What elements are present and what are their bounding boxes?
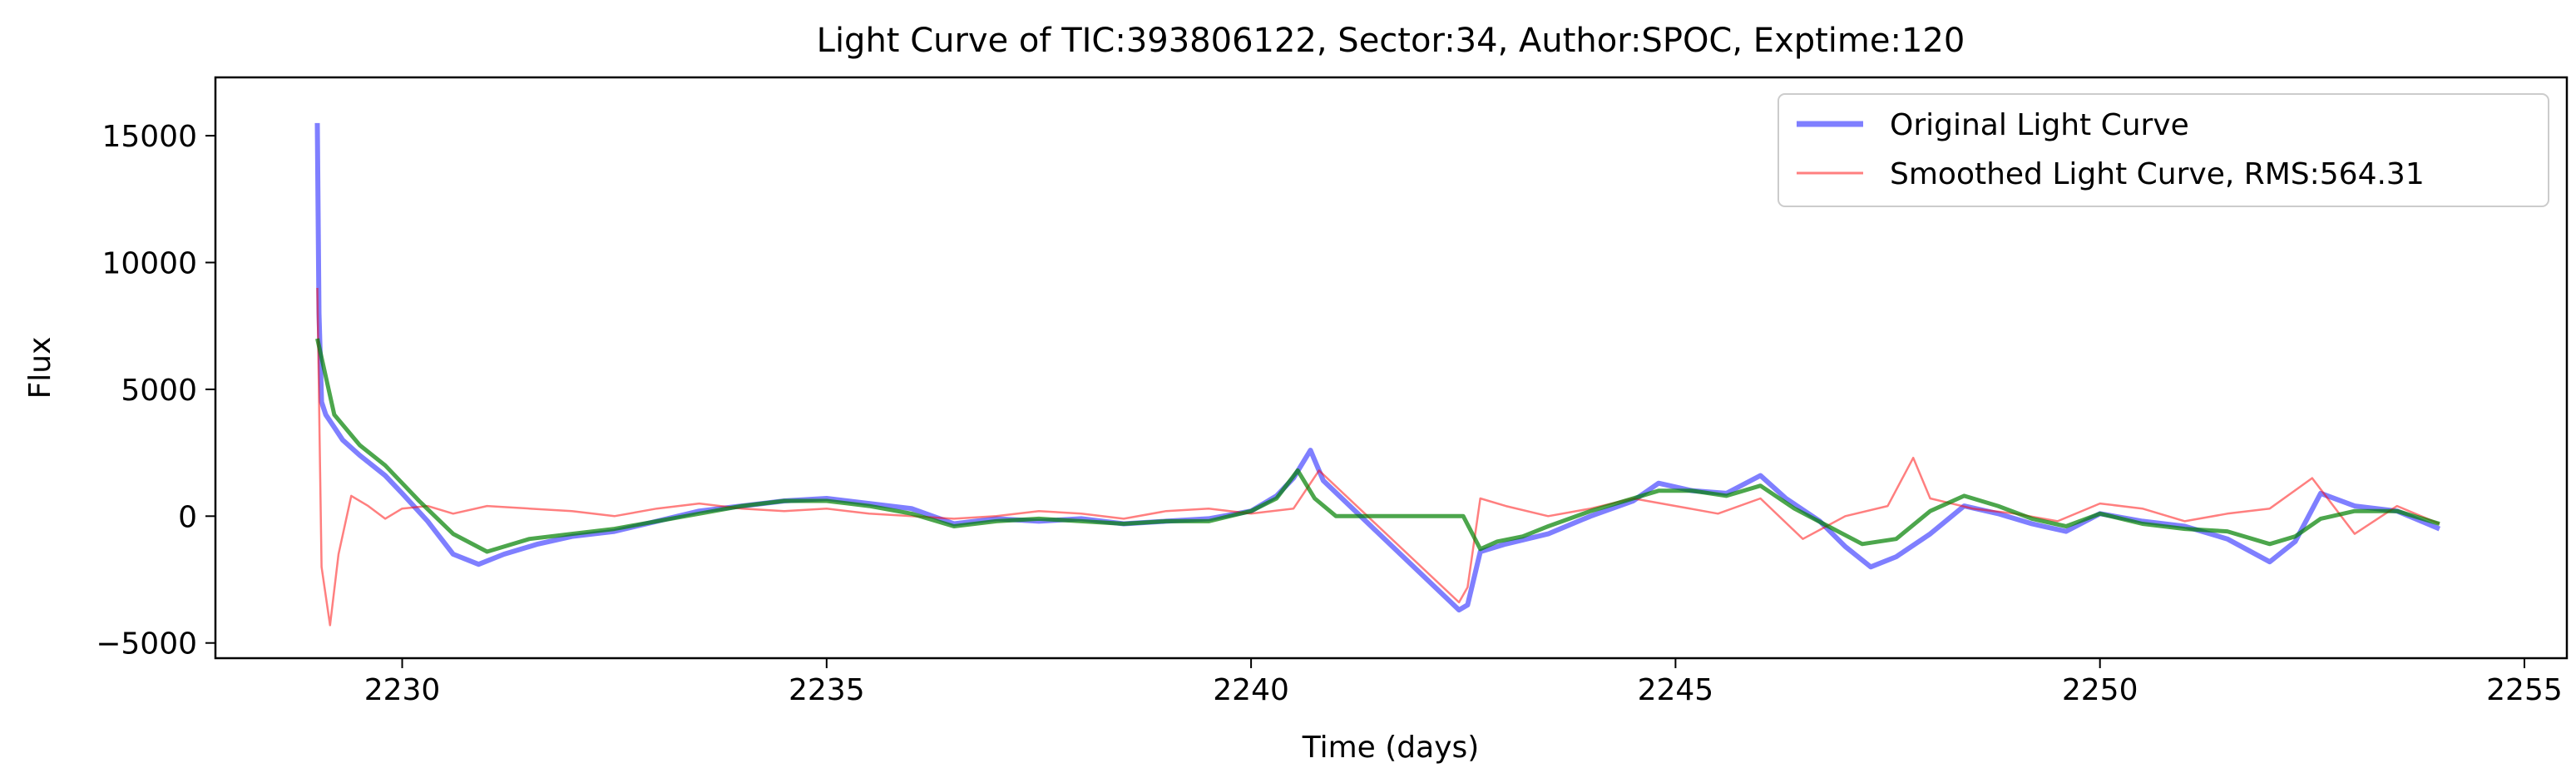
legend-box: [1777, 93, 2549, 207]
plot-area: [314, 122, 2441, 627]
x-tick-label: 2235: [789, 673, 865, 707]
legend-label-original: Original Light Curve: [1890, 108, 2189, 142]
y-tick-label: 0: [178, 500, 197, 534]
series-original-line: [314, 122, 2441, 613]
x-axis-label: Time (days): [1302, 731, 1480, 765]
y-tick-label: −5000: [96, 627, 197, 662]
series-smoothed-line: [316, 287, 2440, 627]
chart-title: Light Curve of TIC:393806122, Sector:34,…: [817, 22, 1965, 60]
series-trend-line: [315, 338, 2440, 554]
plot-frame: [214, 76, 2569, 660]
x-tick-label: 2255: [2486, 673, 2563, 707]
x-tick-label: 2250: [2062, 673, 2138, 707]
x-tick-label: 2240: [1213, 673, 1289, 707]
y-axis: −5000 0 5000 10000 15000: [96, 120, 215, 662]
legend-label-smoothed: Smoothed Light Curve, RMS:564.31: [1890, 157, 2425, 191]
y-axis-label: Flux: [23, 337, 57, 399]
legend: Original Light Curve Smoothed Light Curv…: [1777, 93, 2549, 207]
x-tick-label: 2230: [364, 673, 441, 707]
y-tick-label: 5000: [121, 374, 197, 408]
x-axis: 2230 2235 2240 2245 2250 2255: [364, 658, 2563, 707]
y-tick-label: 10000: [101, 247, 197, 281]
x-tick-label: 2245: [1638, 673, 1714, 707]
y-tick-label: 15000: [101, 120, 197, 154]
